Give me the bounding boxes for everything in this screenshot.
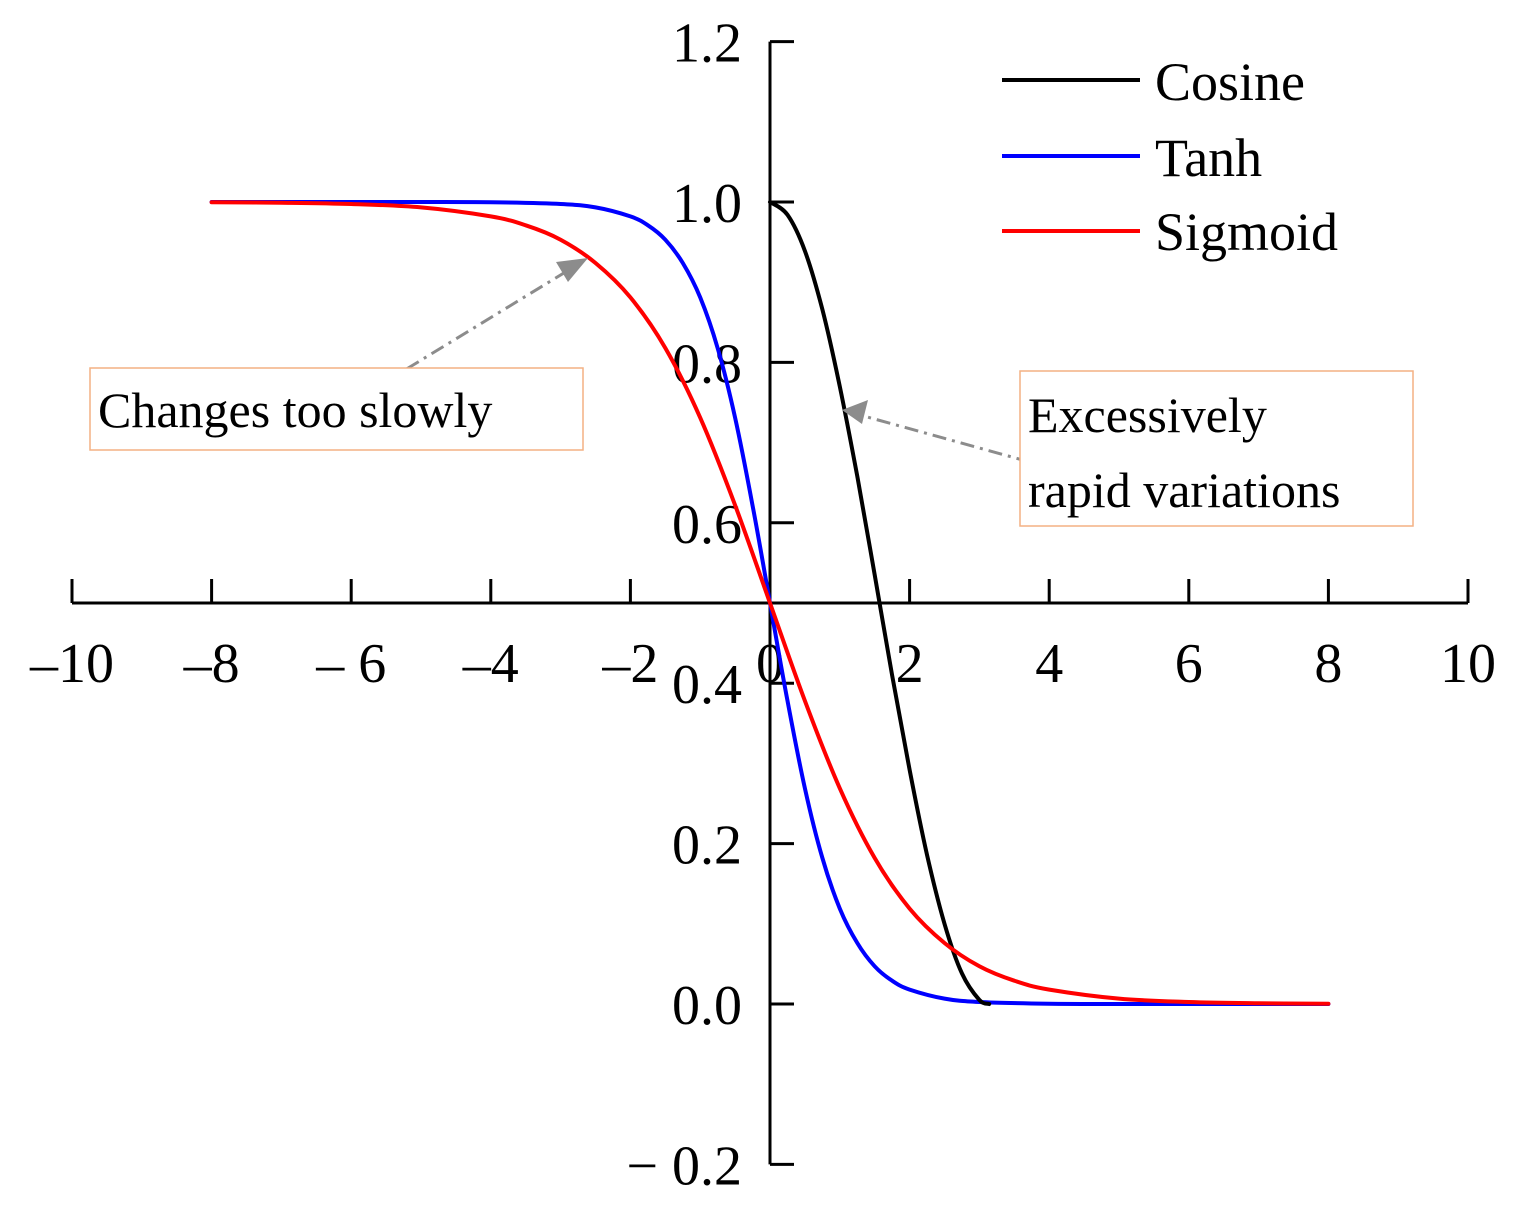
legend-label-tanh: Tanh [1155, 128, 1262, 188]
y-axis-ticks: 1.2 1.0 0.8 0.6 0.4 0.2 0.0 − 0.2 [626, 13, 794, 1197]
x-tick-label: –8 [183, 633, 240, 695]
y-tick-label: 0.4 [672, 654, 742, 716]
annotation-box [1019, 370, 1414, 527]
y-tick-label: 0.0 [672, 975, 742, 1037]
x-tick-label: 8 [1314, 633, 1342, 695]
annotation-arrow [859, 413, 1031, 464]
annotation-text-line-1: Excessively [1028, 387, 1267, 443]
annotation-arrowhead [556, 258, 588, 282]
legend: Cosine Tanh Sigmoid [1002, 52, 1338, 262]
x-tick-label: –4 [462, 633, 519, 695]
legend-item-tanh: Tanh [1002, 128, 1262, 188]
x-tick-label: –10 [29, 633, 114, 695]
annotation-arrowhead [842, 400, 868, 424]
plot-area: –10 –8– 6 –4 –2 0 2 4 6 8 10 1.21.00.80.60.40.20.… [29, 13, 1496, 1198]
x-tick-label: –2 [601, 633, 658, 695]
y-tick-label: 0.8 [672, 333, 742, 395]
x-tick-label: 10 [1440, 633, 1496, 695]
annotation-arrow [381, 266, 573, 386]
series-group [209, 199, 1331, 1007]
y-tick-label: 1.2 [672, 13, 742, 75]
annotation-text-line-2: rapid variations [1028, 462, 1340, 518]
legend-label-sigmoid: Sigmoid [1155, 202, 1338, 262]
y-tick-label: 0.6 [672, 494, 742, 556]
legend-item-cosine: Cosine [1002, 52, 1305, 112]
legend-item-sigmoid: Sigmoid [1002, 202, 1338, 262]
y-tick-label: 0.2 [672, 815, 742, 877]
x-tick-label: – 6 [315, 633, 386, 695]
y-tick-label: − 0.2 [626, 1135, 742, 1197]
series-line-cosine [768, 200, 992, 1006]
annotation-text: Changes too slowly [98, 382, 492, 438]
annotation-box [89, 367, 584, 451]
x-axis-ticks: –10 –8– 6 –4 –2 0 2 4 6 8 10 [29, 579, 1496, 695]
series-line-sigmoid [209, 200, 1331, 1006]
x-tick-label: 4 [1035, 633, 1063, 695]
x-tick-label: 2 [896, 633, 924, 695]
annotation-excessively-rapid-variations: Excessively rapid variations [842, 370, 1414, 527]
legend-label-cosine: Cosine [1155, 52, 1305, 112]
y-tick-label: 1.0 [672, 173, 742, 235]
annotation-changes-too-slowly: Changes too slowly [89, 258, 588, 451]
x-tick-label: 6 [1175, 633, 1203, 695]
